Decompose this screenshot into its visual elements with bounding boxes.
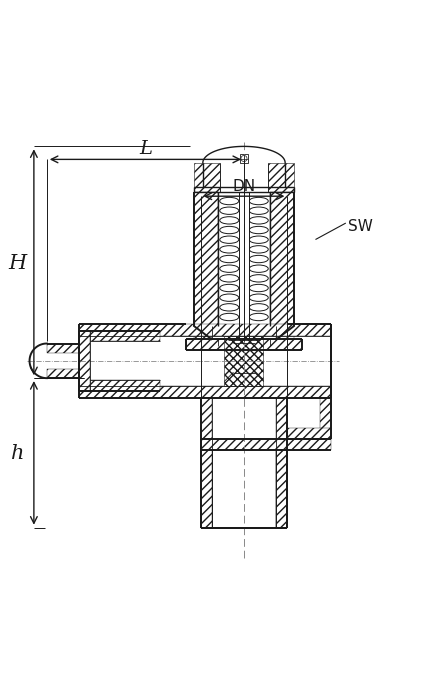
Bar bbox=[276, 398, 287, 528]
Bar bbox=[194, 192, 218, 326]
Circle shape bbox=[241, 155, 247, 162]
Ellipse shape bbox=[220, 217, 239, 224]
Bar bbox=[270, 192, 294, 326]
Bar bbox=[79, 386, 330, 398]
Bar bbox=[240, 154, 249, 163]
Ellipse shape bbox=[249, 265, 268, 272]
Ellipse shape bbox=[220, 265, 239, 272]
Bar bbox=[239, 192, 249, 340]
Text: h: h bbox=[11, 444, 24, 463]
Ellipse shape bbox=[249, 256, 268, 262]
Ellipse shape bbox=[220, 294, 239, 302]
Bar bbox=[79, 324, 330, 336]
Bar bbox=[194, 326, 211, 340]
Ellipse shape bbox=[249, 197, 268, 204]
Bar bbox=[194, 163, 220, 192]
Bar bbox=[185, 340, 303, 350]
Text: H: H bbox=[9, 254, 27, 273]
Bar bbox=[79, 380, 160, 391]
Ellipse shape bbox=[249, 217, 268, 224]
Ellipse shape bbox=[249, 246, 268, 253]
Bar bbox=[285, 187, 294, 192]
Bar bbox=[47, 344, 79, 353]
Text: DN: DN bbox=[232, 178, 255, 194]
Ellipse shape bbox=[249, 226, 268, 234]
Ellipse shape bbox=[249, 207, 268, 214]
Text: L: L bbox=[139, 139, 152, 158]
Ellipse shape bbox=[220, 236, 239, 244]
Ellipse shape bbox=[249, 284, 268, 292]
Bar bbox=[320, 398, 330, 439]
Ellipse shape bbox=[220, 256, 239, 262]
Ellipse shape bbox=[249, 314, 268, 321]
Ellipse shape bbox=[249, 236, 268, 244]
Ellipse shape bbox=[220, 226, 239, 234]
Bar bbox=[194, 187, 203, 192]
Ellipse shape bbox=[220, 314, 239, 321]
Bar bbox=[201, 449, 211, 528]
Bar bbox=[276, 326, 294, 340]
Bar bbox=[268, 163, 294, 192]
Bar bbox=[201, 439, 330, 449]
Bar bbox=[79, 330, 90, 391]
Bar bbox=[201, 398, 211, 528]
Ellipse shape bbox=[220, 284, 239, 292]
Ellipse shape bbox=[249, 294, 268, 302]
Bar bbox=[225, 336, 263, 386]
Ellipse shape bbox=[220, 197, 239, 204]
Bar bbox=[47, 369, 79, 378]
Bar bbox=[276, 449, 287, 528]
Bar bbox=[287, 428, 330, 439]
Ellipse shape bbox=[220, 246, 239, 253]
Text: SW: SW bbox=[348, 219, 373, 234]
Ellipse shape bbox=[249, 304, 268, 311]
Ellipse shape bbox=[220, 207, 239, 214]
Ellipse shape bbox=[220, 274, 239, 282]
Ellipse shape bbox=[220, 304, 239, 311]
Ellipse shape bbox=[249, 274, 268, 282]
Bar bbox=[79, 330, 160, 342]
